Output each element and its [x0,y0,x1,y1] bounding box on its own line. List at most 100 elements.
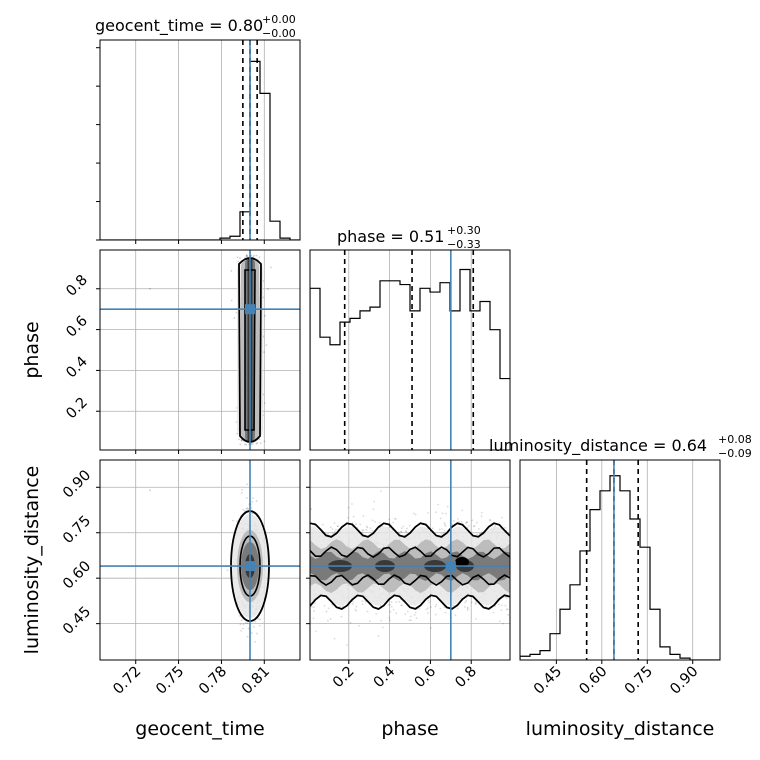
sample-point [352,600,355,603]
hist-line [520,475,720,660]
y-tick-label: 0.6 [63,313,91,341]
sample-point [446,505,449,508]
sample-point [406,610,409,613]
sample-point [313,610,315,612]
sample-point [405,531,408,533]
sample-point [390,605,393,608]
sample-point [254,620,256,623]
sample-point [458,521,461,523]
title-phase-sub: −0.33 [447,238,481,251]
sample-point [323,604,326,607]
sample-point [406,527,408,530]
sample-point [442,532,445,534]
sample-point [377,635,380,637]
sample-point [380,490,382,493]
sample-point [246,255,249,258]
sample-point [255,500,258,503]
sample-point [443,522,446,524]
panel-border [519,459,721,661]
sample-point [239,623,242,626]
panel-content [520,460,720,660]
sample-point [414,611,417,614]
sample-point [311,605,313,608]
sample-point [236,520,239,523]
sample-point [263,402,266,405]
sample-point [242,508,245,511]
sample-point [365,600,367,603]
sample-point [374,521,377,523]
sample-point [351,522,354,524]
sample-point [473,524,476,527]
sample-point [504,596,507,598]
sample-point [393,517,396,520]
sample-point [335,528,337,531]
sample-point [437,503,440,506]
sample-point [378,521,381,524]
sample-point [355,609,358,612]
sample-point [388,518,391,521]
truth-marker [245,561,255,572]
truth-marker [245,304,255,315]
sample-point [352,515,355,518]
sample-point [443,606,446,609]
sample-point [236,432,239,435]
sample-point [398,532,401,535]
sample-point [256,442,259,444]
title-phase: phase = 0.51 +0.30 −0.33 [337,224,481,251]
sample-point [351,503,353,505]
x-tick-label: 0.75 [622,664,656,698]
sample-point [412,512,415,515]
sample-point [226,569,229,572]
sample-point [504,604,507,607]
sample-point [250,632,253,634]
sample-point [466,606,469,609]
sample-point [365,525,368,528]
scatter-panel-luminosity-distance-vs-phase: 0.2 0.4 0.6 0.8 [306,459,511,691]
sample-point [371,529,374,532]
sample-point [265,344,268,346]
sample-point [247,627,250,630]
sample-point [349,621,352,624]
panel-content [100,460,300,660]
sample-point [245,254,248,256]
y-tick-label: 0.90 [60,467,94,501]
sample-point [500,609,503,612]
sample-point [252,625,255,628]
sample-point [392,521,394,524]
sample-point [476,521,478,524]
sample-point [497,603,500,606]
sample-point [239,257,241,259]
sample-point [489,519,492,522]
sample-point [404,613,407,615]
sample-point [149,287,151,290]
sample-point [338,605,341,608]
sample-point [240,491,243,494]
sample-point [329,618,332,620]
sample-point [246,622,249,625]
sample-point [252,254,255,257]
x-tick-label: 0.75 [153,664,187,698]
sample-point [426,612,429,614]
sample-point [425,608,428,611]
plot-layer: 0.45 0.60 0.75 0.90 0.2 0.4 0.6 0.8 0.72 0.75 0.78… [60,39,721,698]
x-tick-label: 0.60 [576,664,610,698]
sample-point [257,617,260,620]
y-tick-label: 0.2 [63,395,91,423]
sample-point [240,629,242,632]
sample-point [506,608,509,611]
sample-point [230,270,233,272]
sample-point [466,609,469,611]
sample-point [400,527,403,530]
sample-point [336,525,339,528]
sample-point [480,515,483,517]
sample-point [465,522,468,525]
title-luminosity-distance: luminosity_distance = 0.64 +0.08 −0.09 [489,433,752,460]
sample-point [454,614,457,617]
sample-point [310,508,313,511]
hist-panel-phase [309,249,511,454]
sample-point [428,601,431,604]
sample-point [505,608,508,611]
sample-point [333,637,336,640]
sample-point [395,601,397,603]
